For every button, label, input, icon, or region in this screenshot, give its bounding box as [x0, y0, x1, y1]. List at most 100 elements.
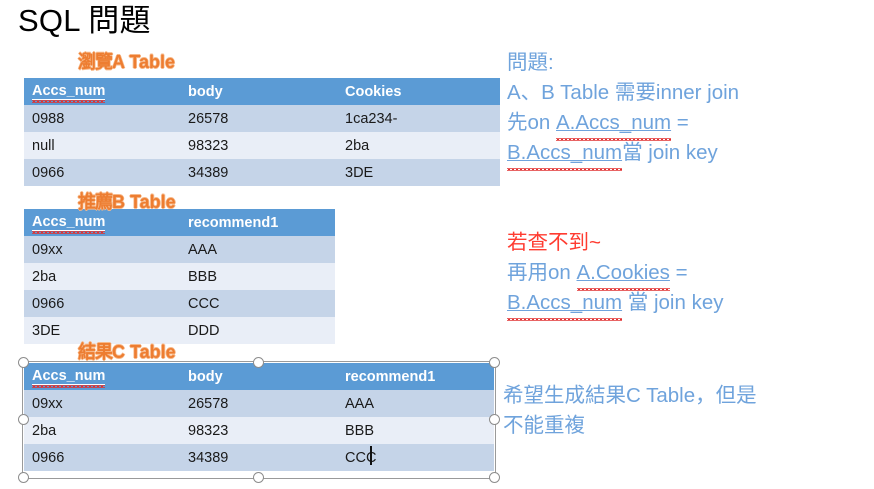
- caption-c-table-latin: C Table: [112, 342, 176, 362]
- note-line: 不能重複: [503, 414, 585, 437]
- column-header-accs-num: Accs_num: [24, 209, 180, 236]
- caption-b-table-latin: B Table: [112, 192, 176, 212]
- column-header-recommend1: recommend1: [337, 363, 494, 390]
- cell[interactable]: AAA: [337, 390, 494, 417]
- resize-handle-middle-left[interactable]: [18, 414, 29, 425]
- note-line: 再用on A.Cookies =: [507, 258, 723, 291]
- cell[interactable]: 3DE: [24, 317, 180, 344]
- note-segment: =: [671, 111, 689, 134]
- note-line: A、B Table 需要inner join: [507, 78, 739, 108]
- table-row[interactable]: 09xx AAA: [24, 236, 335, 263]
- cell[interactable]: null: [24, 132, 180, 159]
- note-segment-identifier: A.Accs_num: [556, 108, 672, 141]
- caption-c-table: 結果C Table: [78, 338, 176, 364]
- column-header-accs-num-label: Accs_num: [32, 83, 106, 103]
- table-row-header: Accs_num body recommend1: [24, 363, 494, 390]
- cell[interactable]: AAA: [180, 236, 335, 263]
- table-row[interactable]: null 98323 2ba: [24, 132, 500, 159]
- column-header-accs-num: Accs_num: [24, 363, 180, 390]
- caption-a-table-latin: A Table: [112, 52, 176, 72]
- cell[interactable]: 09xx: [24, 390, 180, 417]
- cell[interactable]: 34389: [180, 444, 337, 471]
- column-header-recommend1-label: recommend1: [188, 214, 279, 231]
- caption-b-table-cjk: 推薦: [78, 192, 113, 212]
- table-b[interactable]: Accs_num recommend1 09xx AAA 2ba BBB 096…: [24, 209, 335, 344]
- note-segment: 當 join key: [622, 291, 724, 314]
- table-row[interactable]: 2ba 98323 BBB: [24, 417, 494, 444]
- table-row-header: Accs_num body Cookies: [24, 78, 500, 105]
- cell[interactable]: 2ba: [337, 132, 500, 159]
- table-row[interactable]: 0966 34389 CCC: [24, 444, 494, 471]
- cell[interactable]: 0966: [24, 444, 180, 471]
- table-row[interactable]: 2ba BBB: [24, 263, 335, 290]
- resize-handle-middle-right[interactable]: [489, 414, 500, 425]
- column-header-accs-num: Accs_num: [24, 78, 180, 105]
- resize-handle-bottom-right[interactable]: [489, 472, 500, 483]
- text-cursor: [370, 446, 372, 465]
- note-segment-identifier: A.Cookies: [576, 258, 671, 291]
- cell[interactable]: 3DE: [337, 159, 500, 186]
- cell[interactable]: 26578: [180, 105, 337, 132]
- table-row[interactable]: 09xx 26578 AAA: [24, 390, 494, 417]
- note-line-alert: 若查不到~: [507, 231, 601, 254]
- note-line: 希望生成結果C Table，但是: [503, 384, 757, 407]
- note-segment: 先on: [507, 111, 556, 134]
- cell[interactable]: 2ba: [24, 417, 180, 444]
- note-segment: =: [669, 261, 688, 284]
- note-segment-identifier: B.Accs_num: [507, 288, 623, 321]
- note-segment: A、B Table: [507, 81, 615, 104]
- note-segment: 再用on: [507, 261, 577, 284]
- column-header-recommend1: recommend1: [180, 209, 335, 236]
- note-line: 先on A.Accs_num =: [507, 108, 739, 141]
- page-title: SQL 問題: [18, 3, 151, 38]
- column-header-accs-num-label: Accs_num: [32, 368, 106, 388]
- cell[interactable]: 26578: [180, 390, 337, 417]
- table-c[interactable]: Accs_num body recommend1 09xx 26578 AAA …: [24, 363, 494, 471]
- cell[interactable]: CCC: [180, 290, 335, 317]
- table-row-header: Accs_num recommend1: [24, 209, 335, 236]
- note-segment-identifier: B.Accs_num: [507, 138, 623, 171]
- cell[interactable]: DDD: [180, 317, 335, 344]
- note-line: B.Accs_num 當 join key: [507, 288, 724, 321]
- table-row[interactable]: 0988 26578 1ca234-: [24, 105, 500, 132]
- cell[interactable]: 98323: [180, 417, 337, 444]
- note-line: 問題:: [507, 51, 554, 74]
- table-row[interactable]: 0966 CCC: [24, 290, 335, 317]
- column-header-body-label: body: [188, 83, 223, 100]
- cell[interactable]: BBB: [180, 263, 335, 290]
- note-block-goal: 希望生成結果C Table，但是 不能重複: [503, 381, 757, 441]
- caption-a-table: 瀏覽A Table: [78, 48, 175, 74]
- note-block-fallback: 若查不到~ 再用on A.Cookies = B.Accs_num 當 join…: [507, 228, 724, 321]
- table-row[interactable]: 0966 34389 3DE: [24, 159, 500, 186]
- note-block-problem: 問題: A、B Table 需要inner join 先on A.Accs_nu…: [507, 48, 739, 171]
- column-header-cookies-label: Cookies: [345, 83, 402, 100]
- column-header-body-label: body: [188, 368, 223, 385]
- cell[interactable]: 2ba: [24, 263, 180, 290]
- resize-handle-bottom-left[interactable]: [18, 472, 29, 483]
- cell[interactable]: 98323: [180, 132, 337, 159]
- column-header-body: body: [180, 78, 337, 105]
- table-a[interactable]: Accs_num body Cookies 0988 26578 1ca234-…: [24, 78, 500, 186]
- cell[interactable]: 0988: [24, 105, 180, 132]
- note-segment: 需要inner join: [614, 81, 740, 104]
- note-line: B.Accs_num當 join key: [507, 138, 739, 171]
- cell[interactable]: 34389: [180, 159, 337, 186]
- column-header-accs-num-label: Accs_num: [32, 214, 106, 234]
- cell[interactable]: 09xx: [24, 236, 180, 263]
- resize-handle-top-left[interactable]: [18, 357, 29, 368]
- caption-a-table-cjk: 瀏覽: [78, 52, 113, 72]
- table-row[interactable]: 3DE DDD: [24, 317, 335, 344]
- column-header-recommend1-label: recommend1: [345, 368, 436, 385]
- caption-b-table: 推薦B Table: [78, 188, 176, 214]
- column-header-cookies: Cookies: [337, 78, 500, 105]
- resize-handle-top-center[interactable]: [253, 357, 264, 368]
- resize-handle-top-right[interactable]: [489, 357, 500, 368]
- cell[interactable]: 1ca234-: [337, 105, 500, 132]
- cell[interactable]: 0966: [24, 290, 180, 317]
- caption-c-table-cjk: 結果: [78, 342, 113, 362]
- cell[interactable]: BBB: [337, 417, 494, 444]
- cell[interactable]: CCC: [337, 444, 494, 471]
- note-segment: 當 join key: [622, 141, 718, 164]
- cell[interactable]: 0966: [24, 159, 180, 186]
- resize-handle-bottom-center[interactable]: [253, 472, 264, 483]
